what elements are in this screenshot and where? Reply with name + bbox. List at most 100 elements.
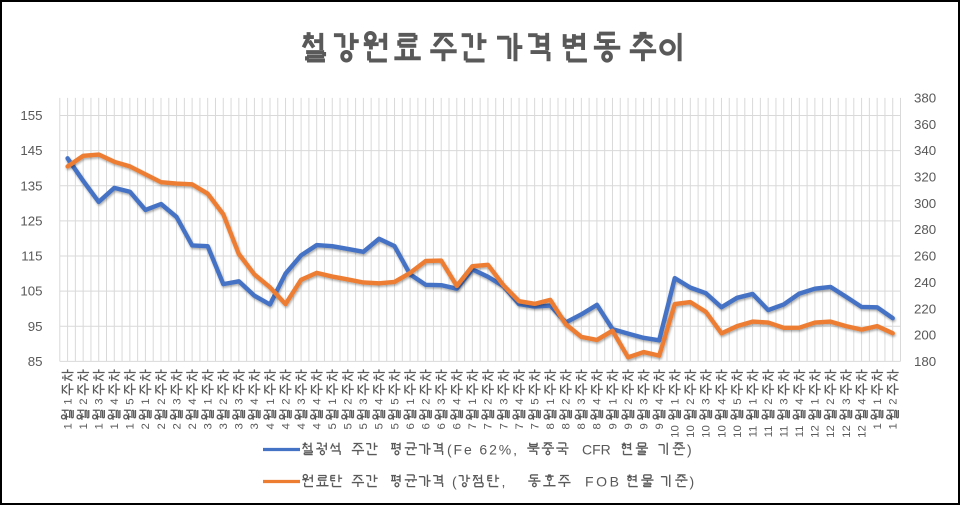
svg-text:1: 1: [140, 398, 152, 404]
svg-text:4: 4: [109, 398, 121, 404]
svg-text:5: 5: [529, 398, 541, 404]
svg-text:7: 7: [467, 423, 479, 429]
svg-text:2: 2: [280, 398, 292, 404]
svg-text:12: 12: [810, 425, 822, 438]
svg-text:1: 1: [94, 423, 106, 429]
svg-text:125: 125: [20, 214, 42, 229]
svg-text:4: 4: [311, 398, 323, 404]
svg-text:2: 2: [685, 398, 697, 404]
svg-text:FOB: FOB: [585, 473, 619, 489]
svg-text:6: 6: [420, 423, 432, 429]
svg-text:1: 1: [327, 398, 339, 404]
svg-text:2: 2: [218, 398, 230, 404]
svg-text:280: 280: [914, 222, 936, 237]
svg-text:3: 3: [576, 398, 588, 404]
svg-text:5: 5: [389, 398, 401, 404]
svg-text:3: 3: [249, 423, 261, 429]
svg-text:3: 3: [841, 398, 853, 404]
svg-text:260: 260: [914, 249, 936, 264]
svg-text:10: 10: [732, 425, 744, 438]
svg-text:4: 4: [592, 398, 604, 404]
svg-text:11: 11: [763, 426, 775, 438]
svg-text:105: 105: [20, 284, 42, 299]
svg-text:4: 4: [311, 423, 323, 429]
svg-text:10: 10: [685, 425, 697, 438]
svg-text:3: 3: [296, 398, 308, 404]
svg-text:6: 6: [436, 423, 448, 429]
svg-text:3: 3: [701, 398, 713, 404]
svg-text:(Fe 62%,: (Fe 62%,: [447, 441, 517, 457]
svg-text:5: 5: [732, 398, 744, 404]
svg-text:1: 1: [62, 423, 74, 429]
svg-text:3: 3: [171, 398, 183, 404]
svg-text:9: 9: [654, 423, 666, 429]
svg-text:1: 1: [747, 398, 759, 404]
svg-text:1: 1: [545, 398, 557, 404]
svg-text:4: 4: [265, 423, 277, 429]
svg-text:11: 11: [794, 426, 806, 438]
svg-text:6: 6: [405, 423, 417, 429]
svg-text:2: 2: [187, 423, 199, 429]
svg-text:3: 3: [779, 398, 791, 404]
svg-text:4: 4: [514, 398, 526, 404]
svg-text:5: 5: [125, 398, 137, 404]
svg-text:8: 8: [545, 423, 557, 429]
svg-text:1: 1: [202, 398, 214, 404]
svg-text:85: 85: [28, 354, 43, 369]
svg-text:1: 1: [109, 423, 121, 429]
svg-text:12: 12: [841, 425, 853, 438]
svg-text:1: 1: [872, 398, 884, 404]
svg-text:4: 4: [280, 423, 292, 429]
svg-text:3: 3: [94, 398, 106, 404]
svg-text:): ): [687, 441, 692, 457]
svg-text:2: 2: [888, 398, 900, 404]
svg-text:4: 4: [249, 398, 261, 404]
svg-text:1: 1: [78, 423, 90, 429]
svg-text:9: 9: [638, 423, 650, 429]
svg-text:220: 220: [914, 301, 936, 316]
svg-text:1: 1: [888, 423, 900, 429]
svg-text:10: 10: [670, 425, 682, 438]
svg-text:8: 8: [561, 423, 573, 429]
svg-text:115: 115: [21, 249, 42, 264]
svg-text:1: 1: [62, 398, 74, 404]
svg-text:4: 4: [187, 398, 199, 404]
svg-text:180: 180: [914, 354, 936, 369]
svg-text:300: 300: [914, 196, 936, 211]
svg-text:12: 12: [856, 425, 868, 438]
svg-text:2: 2: [623, 398, 635, 404]
svg-text:): ): [690, 473, 695, 489]
svg-text:3: 3: [234, 423, 246, 429]
svg-text:95: 95: [28, 319, 43, 334]
svg-text:340: 340: [914, 143, 936, 158]
svg-text:135: 135: [20, 178, 42, 193]
svg-text:380: 380: [914, 91, 936, 106]
svg-text:7: 7: [498, 423, 510, 429]
svg-text:1: 1: [125, 423, 137, 429]
svg-text:5: 5: [389, 423, 401, 429]
svg-text:11: 11: [779, 426, 791, 438]
svg-text:4: 4: [856, 398, 868, 404]
svg-text:200: 200: [914, 328, 936, 343]
svg-text:4: 4: [296, 423, 308, 429]
svg-text:9: 9: [623, 423, 635, 429]
svg-text:8: 8: [576, 423, 588, 429]
svg-text:240: 240: [914, 275, 936, 290]
svg-text:2: 2: [156, 398, 168, 404]
svg-text:1: 1: [265, 398, 277, 404]
svg-text:1: 1: [467, 398, 479, 404]
svg-text:8: 8: [592, 423, 604, 429]
svg-text:1: 1: [810, 398, 822, 404]
svg-text:10: 10: [701, 425, 713, 438]
svg-text:2: 2: [343, 398, 355, 404]
svg-text:9: 9: [607, 423, 619, 429]
svg-text:3: 3: [234, 398, 246, 404]
svg-text:7: 7: [483, 423, 495, 429]
svg-text:1: 1: [607, 398, 619, 404]
svg-text:12: 12: [825, 425, 837, 438]
svg-text:1: 1: [670, 398, 682, 404]
svg-text:2: 2: [78, 398, 90, 404]
svg-text:2: 2: [825, 398, 837, 404]
svg-text:2: 2: [763, 398, 775, 404]
svg-text:(: (: [452, 473, 457, 489]
